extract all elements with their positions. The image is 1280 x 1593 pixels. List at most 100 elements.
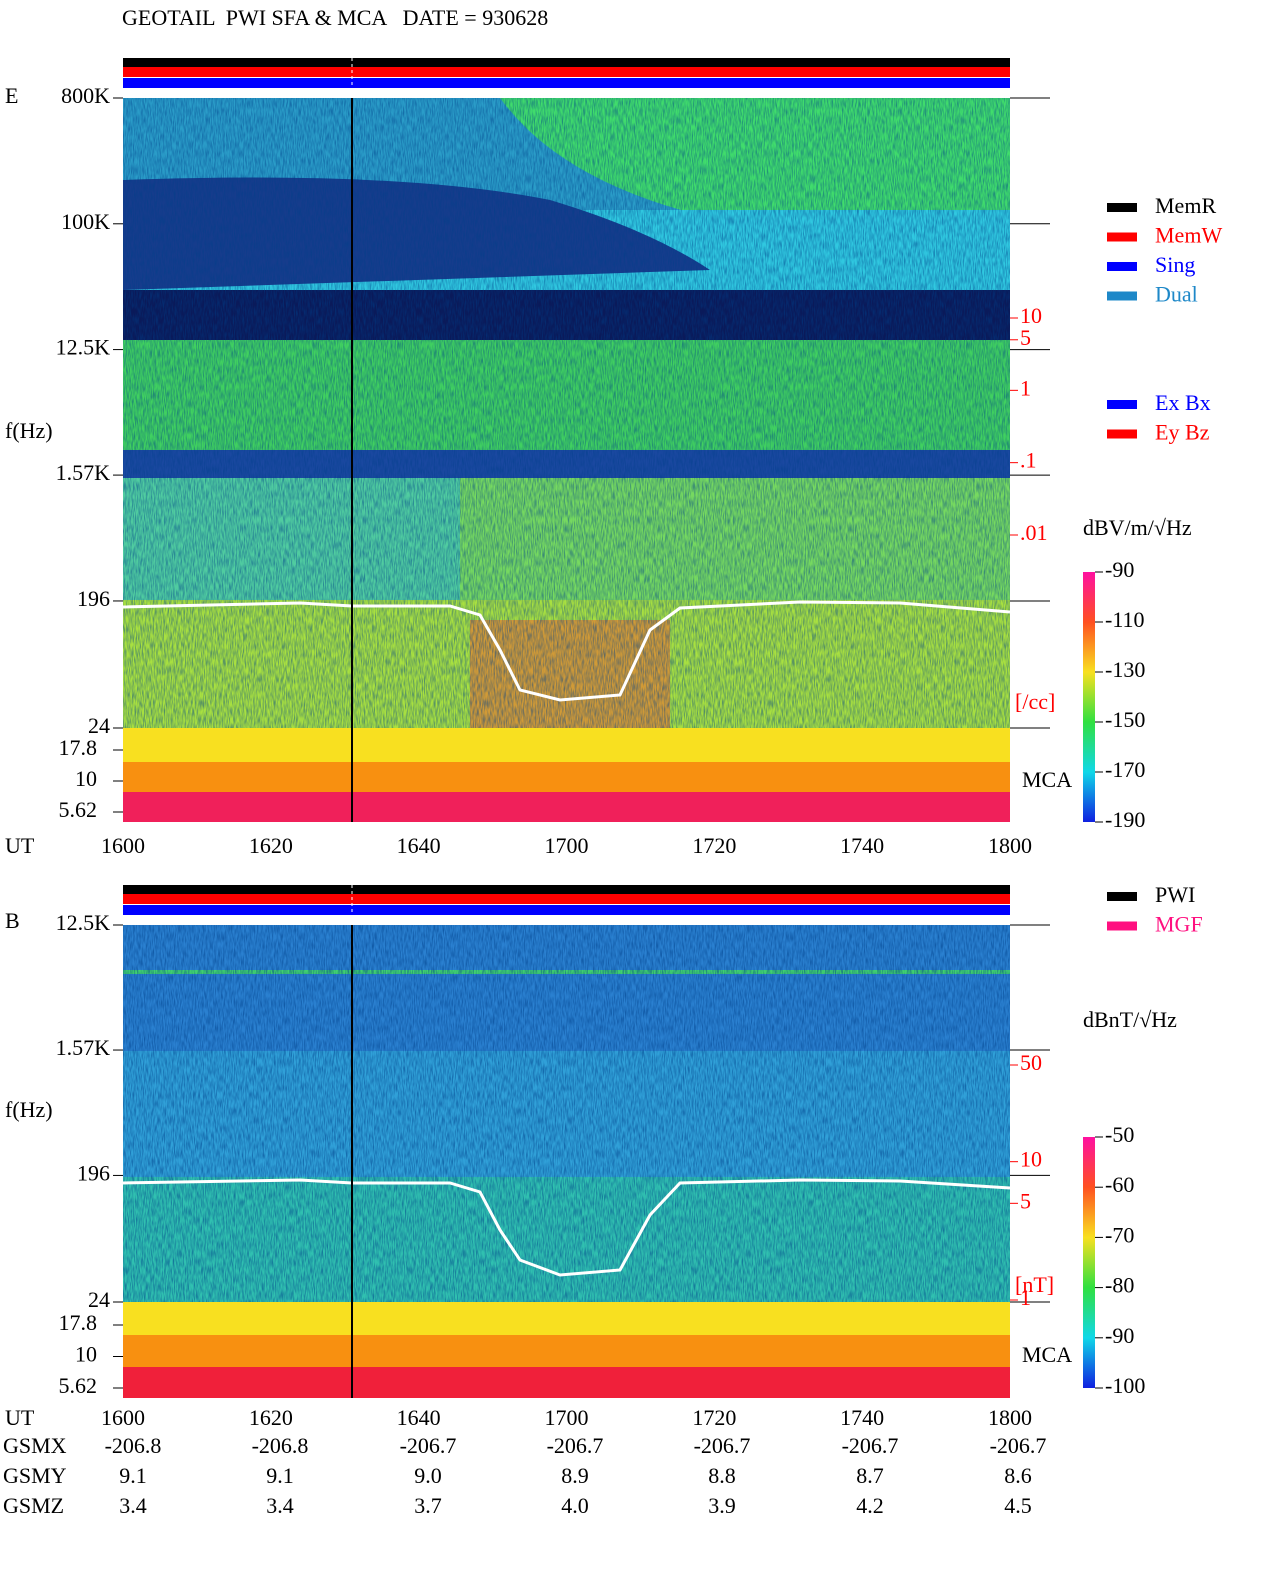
legend-swatch (1107, 291, 1137, 301)
y2-tick-label: 10 (1020, 303, 1042, 328)
colorbar-tick-label: -100 (1105, 1373, 1145, 1398)
legend-swatch (1107, 400, 1137, 409)
orbit-value: 9.0 (414, 1463, 442, 1488)
panel-label: E (5, 83, 18, 108)
orbit-value: -206.7 (400, 1433, 457, 1458)
y2-unit: [/cc] (1015, 689, 1055, 714)
mca-tick-label: 10 (75, 1342, 97, 1367)
colorbar-tick-label: -150 (1105, 707, 1145, 732)
y2-tick-label: 1 (1020, 1285, 1031, 1310)
legend-swatch (1107, 429, 1137, 439)
legend-label: MemR (1155, 193, 1216, 218)
y-tick-label: 12.5K (56, 910, 111, 935)
legend-swatch (1107, 203, 1137, 212)
legend-swatch (1107, 892, 1137, 901)
mca-tick-label: 10 (75, 766, 97, 791)
orbit-value: 3.4 (266, 1493, 294, 1518)
colorbar-tick-label: -80 (1105, 1273, 1134, 1298)
mca-tick-label: 5.62 (59, 797, 98, 822)
orbit-label: GSMZ (3, 1493, 64, 1518)
x-axis-label: UT (5, 1405, 35, 1430)
y2-tick-label: 50 (1020, 1050, 1042, 1075)
orbit-value: -206.7 (547, 1433, 604, 1458)
legend-label: Sing (1155, 252, 1195, 277)
legend-label: Dual (1155, 282, 1198, 307)
y2-tick-label: 1 (1020, 375, 1031, 400)
x-tick-label: 1600 (101, 1405, 145, 1430)
legend-label: PWI (1155, 882, 1195, 907)
orbit-value: -206.7 (990, 1433, 1047, 1458)
panel-label: B (5, 908, 20, 933)
y2-tick-label: 10 (1020, 1147, 1042, 1172)
colorbar (1083, 1137, 1095, 1388)
page-title: GEOTAIL PWI SFA & MCA DATE = 930628 (122, 5, 548, 30)
mca-tick-label: 5.62 (59, 1373, 98, 1398)
colorbar-tick-label: -170 (1105, 757, 1145, 782)
x-tick-label: 1640 (397, 1405, 441, 1430)
y-tick-label: 100K (61, 209, 110, 234)
x-tick-label: 1620 (249, 1405, 293, 1430)
y-tick-label: 24 (88, 1287, 110, 1312)
orbit-value: -206.8 (252, 1433, 309, 1458)
x-tick-label: 1740 (840, 833, 884, 858)
y-tick-label: 800K (61, 83, 110, 108)
y-tick-label: 1.57K (56, 460, 111, 485)
y-tick-label: 196 (77, 586, 110, 611)
orbit-value: 4.0 (561, 1493, 589, 1518)
orbit-value: 8.8 (708, 1463, 736, 1488)
colorbar-tick-label: -90 (1105, 1323, 1134, 1348)
orbit-value: 8.9 (561, 1463, 589, 1488)
mca-label: MCA (1022, 1342, 1072, 1367)
legend-label: Ey Bz (1155, 420, 1210, 445)
spectrogram-background (122, 58, 1011, 1398)
x-tick-label: 1800 (988, 1405, 1032, 1430)
x-tick-label: 1600 (101, 833, 145, 858)
y2-tick-label: 5 (1020, 1188, 1031, 1213)
colorbar-unit: dBnT/√Hz (1083, 1007, 1177, 1032)
orbit-value: 9.1 (266, 1463, 294, 1488)
mca-tick-label: 17.8 (59, 735, 98, 760)
orbit-value: 3.7 (414, 1493, 442, 1518)
x-tick-label: 1740 (840, 1405, 884, 1430)
y-tick-label: 196 (77, 1160, 110, 1185)
y-tick-label: 12.5K (56, 335, 111, 360)
orbit-value: 9.1 (119, 1463, 147, 1488)
orbit-value: -206.7 (694, 1433, 751, 1458)
y-axis-label: f(Hz) (5, 418, 53, 443)
colorbar (1083, 572, 1095, 822)
colorbar-tick-label: -50 (1105, 1122, 1134, 1147)
x-tick-label: 1640 (397, 833, 441, 858)
colorbar-tick-label: -90 (1105, 557, 1134, 582)
orbit-label: GSMX (3, 1433, 67, 1458)
y-tick-label: 1.57K (56, 1035, 111, 1060)
orbit-value: 3.4 (119, 1493, 147, 1518)
x-tick-label: 1700 (545, 833, 589, 858)
y2-tick-label: .1 (1020, 448, 1037, 473)
colorbar-tick-label: -110 (1105, 607, 1145, 632)
x-axis-label: UT (5, 833, 35, 858)
legend-swatch (1107, 232, 1137, 242)
orbit-value: 4.2 (856, 1493, 884, 1518)
orbit-value: -206.7 (842, 1433, 899, 1458)
colorbar-tick-label: -190 (1105, 807, 1145, 832)
mca-label: MCA (1022, 767, 1072, 792)
legend-label: MGF (1155, 912, 1203, 937)
legend-swatch (1107, 262, 1137, 271)
colorbar-tick-label: -70 (1105, 1222, 1134, 1247)
orbit-value: 8.6 (1004, 1463, 1032, 1488)
legend-label: MemW (1155, 223, 1222, 248)
y-tick-label: 24 (88, 713, 110, 738)
x-tick-label: 1720 (692, 833, 736, 858)
colorbar-unit: dBV/m/√Hz (1083, 515, 1192, 540)
orbit-value: -206.8 (105, 1433, 162, 1458)
orbit-value: 4.5 (1004, 1493, 1032, 1518)
legend-label: Ex Bx (1155, 390, 1211, 415)
colorbar-tick-label: -60 (1105, 1172, 1134, 1197)
x-tick-label: 1700 (545, 1405, 589, 1430)
x-tick-label: 1720 (692, 1405, 736, 1430)
mca-tick-label: 17.8 (59, 1310, 98, 1335)
y2-tick-label: .01 (1020, 520, 1048, 545)
orbit-value: 3.9 (708, 1493, 736, 1518)
y2-tick-label: 5 (1020, 325, 1031, 350)
